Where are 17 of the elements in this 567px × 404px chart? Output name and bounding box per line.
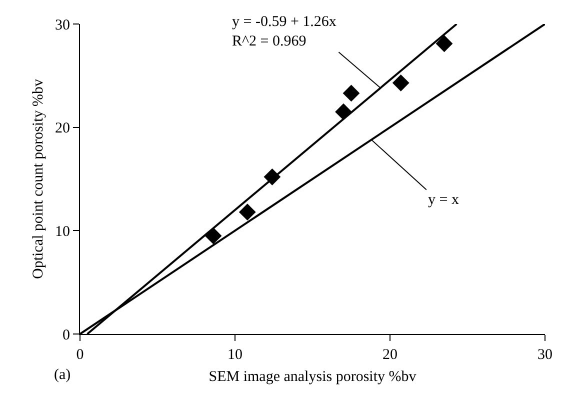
point bbox=[342, 84, 360, 102]
point bbox=[392, 74, 410, 92]
y-tick-label: 30 bbox=[55, 17, 70, 34]
x-tick-label: 30 bbox=[538, 347, 552, 363]
text: (a) bbox=[54, 367, 71, 383]
y-tick-label: 0 bbox=[62, 327, 70, 344]
annotation: y = x bbox=[428, 192, 460, 208]
point bbox=[238, 204, 256, 221]
y-axis-title: Optical point count porosity %bv bbox=[30, 78, 46, 279]
point bbox=[436, 35, 453, 52]
y-tick-label: 10 bbox=[55, 224, 70, 240]
x-axis-title: SEM image analysis porosity %bv bbox=[208, 369, 417, 385]
y-tick-label: 20 bbox=[55, 120, 70, 137]
x-tick-label: 0 bbox=[76, 347, 84, 363]
x-tick-label: 20 bbox=[382, 347, 398, 363]
annotation: y = -0.59 + 1.26x R^2 = 0.969 bbox=[232, 14, 337, 50]
x-tick-label: 10 bbox=[228, 347, 242, 363]
